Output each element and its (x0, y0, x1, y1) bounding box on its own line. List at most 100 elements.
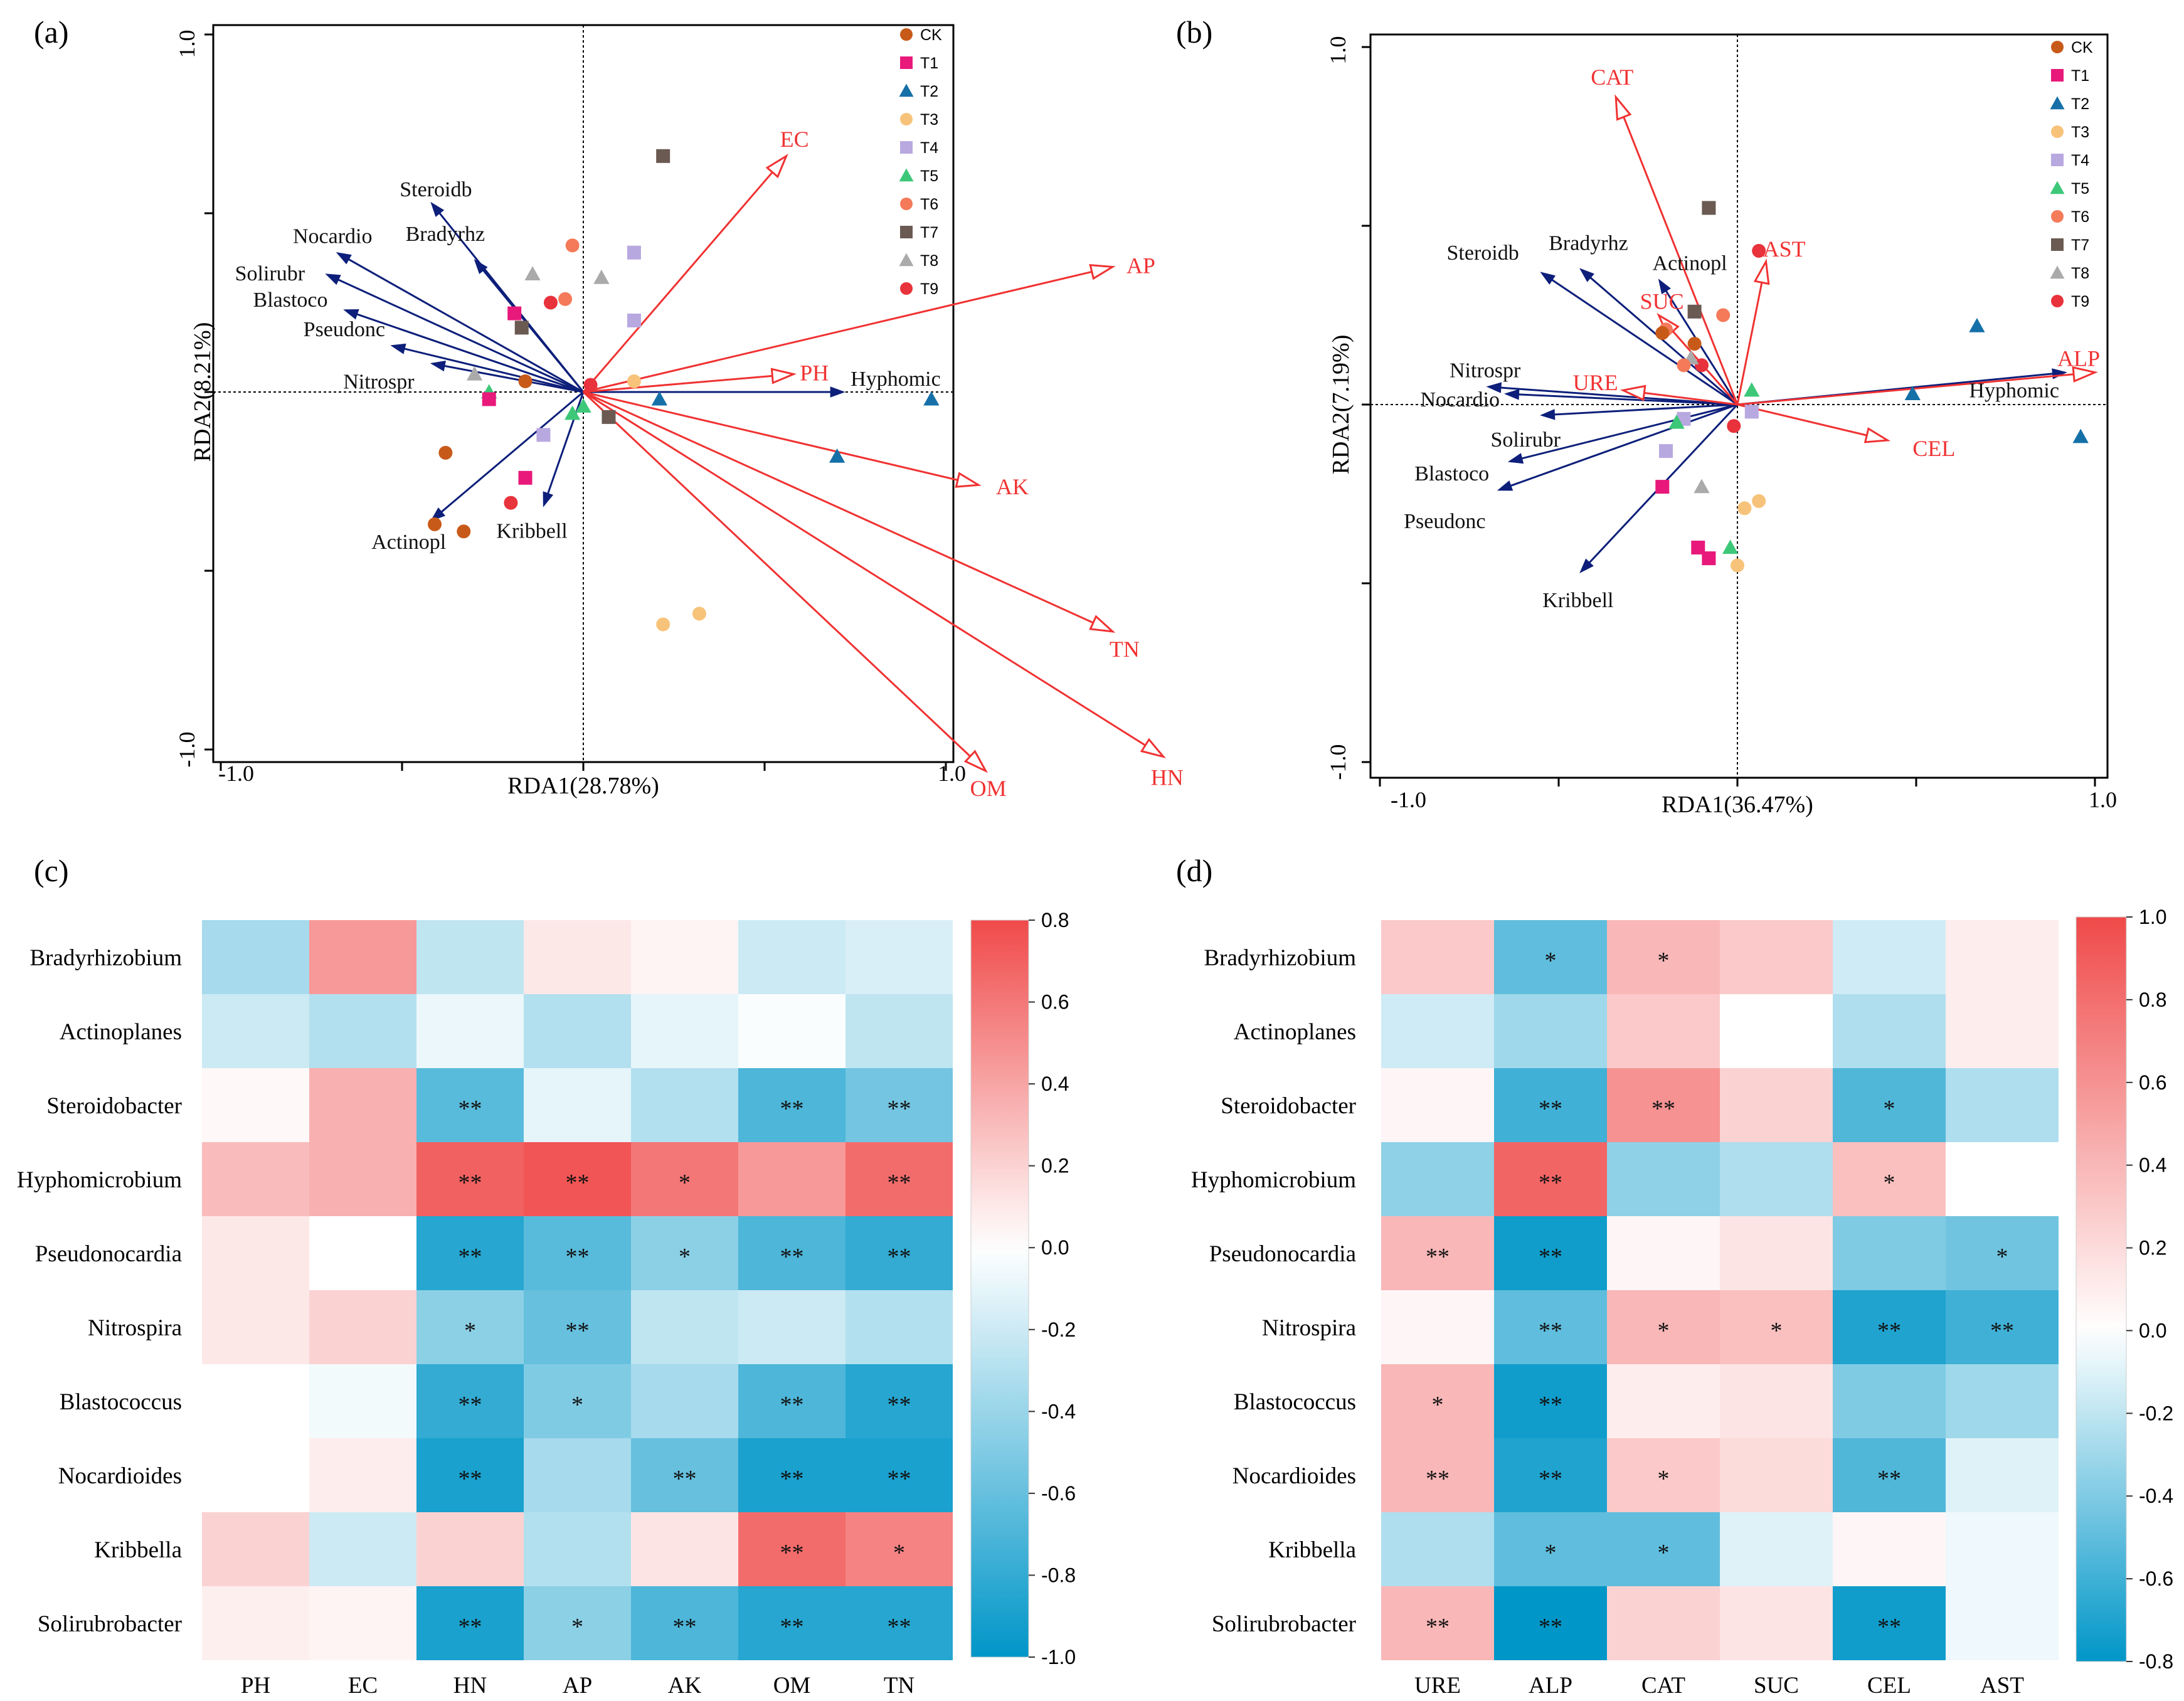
legend-item: T9 (2051, 293, 2089, 310)
sample-point (829, 448, 846, 463)
legend-label: T2 (2071, 95, 2089, 113)
legend-item: T9 (900, 280, 938, 298)
legend-label: T4 (920, 139, 938, 157)
significance-label: * (1545, 948, 1557, 974)
colorbar-tick-label: -0.6 (1041, 1482, 1076, 1505)
row-label: Bradyrhizobium (29, 945, 182, 971)
legend-item: T7 (2051, 236, 2089, 254)
sample-point (1969, 317, 1985, 332)
species-arrow-label: Pseudonc (304, 318, 385, 341)
y-tick-label: 1.0 (1325, 36, 1350, 65)
legend-marker (900, 226, 913, 238)
env-arrow (1737, 403, 1891, 443)
significance-label: ** (459, 1170, 482, 1196)
species-arrow-label: Hyphomic (1969, 379, 2059, 403)
sample-point (1668, 414, 1685, 429)
heatmap-cell (1833, 1364, 1946, 1438)
sample-point (1694, 479, 1710, 494)
row-label: Nocardioides (58, 1463, 182, 1489)
significance-label: ** (1539, 1466, 1562, 1492)
heatmap-cell (524, 1364, 631, 1438)
heatmap-cell (846, 1068, 953, 1142)
env-arrow (1614, 94, 1739, 405)
legend-marker (2051, 295, 2064, 307)
heatmap-cell (524, 920, 631, 994)
x-tick-label: -1.0 (218, 761, 254, 786)
heatmap-cell (738, 1438, 846, 1512)
y-axis-label: RDA2(7.19%) (1328, 335, 1354, 475)
heatmap-cell (631, 1364, 738, 1438)
env-arrow-label: PH (800, 361, 829, 386)
legend-label: T9 (920, 280, 938, 298)
heatmap-cell (846, 1586, 953, 1660)
heatmap-cell (631, 1142, 738, 1216)
env-arrow-label: CAT (1591, 65, 1633, 90)
panel-b-rda-biplot: (b) -1.0 1.0 1.0 -1.0 RDA1(36.47%) RDA2(7.19%)… (1176, 14, 2117, 818)
significance-label: ** (1877, 1318, 1901, 1344)
legend-item: T6 (900, 196, 938, 213)
heatmap-cell (1946, 1586, 2059, 1660)
heatmap-cell (1833, 1290, 1946, 1364)
colorbar-tick-label: 0.0 (2139, 1319, 2166, 1342)
heatmap-cell (1946, 1290, 2059, 1364)
env-arrow-label: AP (1126, 253, 1155, 278)
heatmap-cell (1833, 994, 1946, 1068)
significance-label: ** (1877, 1614, 1901, 1640)
env-arrow-label: URE (1573, 370, 1618, 395)
heatmap-cell (738, 994, 846, 1068)
significance-label: ** (1877, 1466, 1901, 1492)
heatmap-cell (1494, 1364, 1607, 1438)
heatmap-cell (846, 1290, 953, 1364)
significance-label: ** (1426, 1466, 1450, 1492)
legend: CK T1 T2 T3 T4 T5 T6 T7 T8 T9 (2050, 39, 2093, 310)
significance-label: ** (780, 1244, 804, 1270)
heatmap-cell (1720, 1142, 1833, 1216)
heatmap-cell (1720, 1216, 1833, 1290)
y-tick-label: -1.0 (174, 732, 199, 768)
legend-label: T7 (920, 224, 938, 241)
significance-label: ** (566, 1170, 590, 1196)
significance-label: ** (566, 1244, 590, 1270)
heatmap-cell (1720, 994, 1833, 1068)
heatmap-cell (631, 1438, 738, 1512)
sample-point (575, 398, 591, 413)
legend-item: T3 (900, 111, 938, 129)
heatmap-cell (738, 920, 846, 994)
heatmap-cell (846, 1216, 953, 1290)
significance-label: ** (459, 1244, 482, 1270)
heatmap-cell (416, 1068, 524, 1142)
sample-point (1752, 243, 1766, 258)
panel-tag: (b) (1176, 14, 1212, 50)
colorbar-tick-label: -0.2 (1041, 1318, 1076, 1341)
significance-label: ** (1539, 1614, 1562, 1640)
heatmap-cell (1720, 1068, 1833, 1142)
env-arrow-label: CEL (1912, 436, 1955, 461)
env-arrow-label: TN (1110, 637, 1140, 662)
sample-point (651, 391, 668, 406)
heatmap-cell (524, 1438, 631, 1512)
sample-point (593, 269, 610, 284)
heatmap-cell (1946, 1142, 2059, 1216)
column-label: CAT (1641, 1673, 1685, 1698)
env-arrow (1736, 258, 1770, 405)
colorbar-tick-label: -0.6 (2139, 1567, 2173, 1590)
panel-a-rda-biplot: (a) -1.0 1.0 1.0 -1.0 RDA1(28.78%) RDA2(8.21%)… (34, 14, 1184, 801)
heatmap-cell (416, 1512, 524, 1586)
species-arrow-label: Kribbell (496, 519, 567, 543)
species-arrow-label: Hyphomic (851, 368, 941, 391)
significance-label: * (1432, 1392, 1444, 1418)
heatmap-cell (416, 1438, 524, 1512)
sample-point (466, 366, 483, 381)
colorbar-tick-label: 0.8 (1041, 909, 1069, 931)
heatmap-cell (738, 1512, 846, 1586)
column-label: TN (884, 1673, 914, 1698)
heatmap-cell (309, 1512, 416, 1586)
sample-point (1737, 501, 1752, 516)
legend-label: T1 (2071, 67, 2089, 85)
legend-item: T1 (900, 55, 938, 72)
heatmap-cell (524, 1142, 631, 1216)
axis-ticks (1362, 46, 2096, 787)
significance-label: * (1996, 1244, 2008, 1270)
sample-point (1695, 358, 1709, 373)
panel-d-heatmap: (d)* *** ** *** *** ** *** * * ** *** **** ** * *** ***… (1176, 853, 2173, 1698)
